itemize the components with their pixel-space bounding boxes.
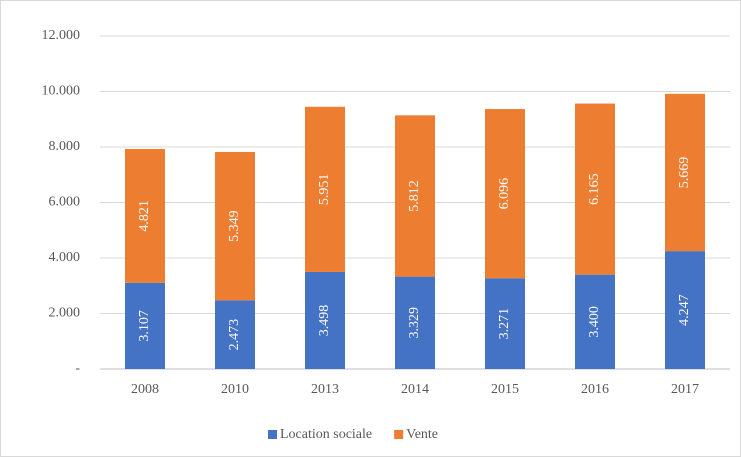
- y-tick-label: 10.000: [42, 84, 81, 99]
- y-tick-label: -: [75, 361, 80, 376]
- data-label: 5.349: [227, 210, 242, 242]
- data-label: 4.247: [677, 294, 692, 326]
- bar-segment: [575, 274, 615, 369]
- legend-swatch: [268, 430, 277, 439]
- bar-segment: [125, 148, 165, 283]
- data-label: 6.165: [587, 173, 602, 205]
- bar-segment: [305, 106, 345, 272]
- data-label: 5.812: [407, 180, 422, 212]
- data-label: 3.329: [407, 307, 422, 339]
- bar-segment: [485, 109, 525, 279]
- x-tick-label: 2008: [131, 382, 159, 397]
- x-tick-label: 2015: [491, 382, 519, 397]
- y-tick-label: 4.000: [49, 250, 81, 265]
- data-label: 5.669: [677, 157, 692, 189]
- data-label: 2.473: [227, 319, 242, 351]
- y-tick-label: 12.000: [42, 28, 81, 43]
- data-label: 4.821: [137, 200, 152, 232]
- x-tick-label: 2014: [401, 382, 429, 397]
- bar-segment: [395, 276, 435, 369]
- legend-label: Vente: [406, 427, 438, 442]
- bar-segment: [665, 93, 705, 252]
- bar-segment: [215, 151, 255, 301]
- bar-segment: [575, 103, 615, 275]
- data-label: 3.498: [317, 305, 332, 337]
- data-label: 3.107: [137, 310, 152, 342]
- bar-segment: [395, 115, 435, 277]
- legend-swatch: [394, 430, 404, 439]
- y-tick-label: 2.000: [49, 306, 81, 321]
- bar-segment: [485, 278, 525, 369]
- bar-segment: [305, 271, 345, 369]
- legend-label: Location sociale: [280, 427, 372, 442]
- data-label: 5.951: [317, 174, 332, 206]
- data-label: 3.271: [497, 308, 512, 340]
- data-label: 6.096: [497, 178, 512, 210]
- y-tick-label: 8.000: [49, 139, 81, 154]
- x-tick-label: 2017: [671, 382, 699, 397]
- y-tick-label: 6.000: [49, 195, 81, 210]
- x-tick-label: 2016: [581, 382, 609, 397]
- bar-segment: [125, 282, 165, 369]
- bar-segment: [215, 300, 255, 369]
- x-tick-label: 2010: [221, 382, 249, 397]
- data-label: 3.400: [587, 306, 602, 338]
- x-tick-label: 2013: [311, 382, 339, 397]
- bar-segment: [665, 251, 705, 369]
